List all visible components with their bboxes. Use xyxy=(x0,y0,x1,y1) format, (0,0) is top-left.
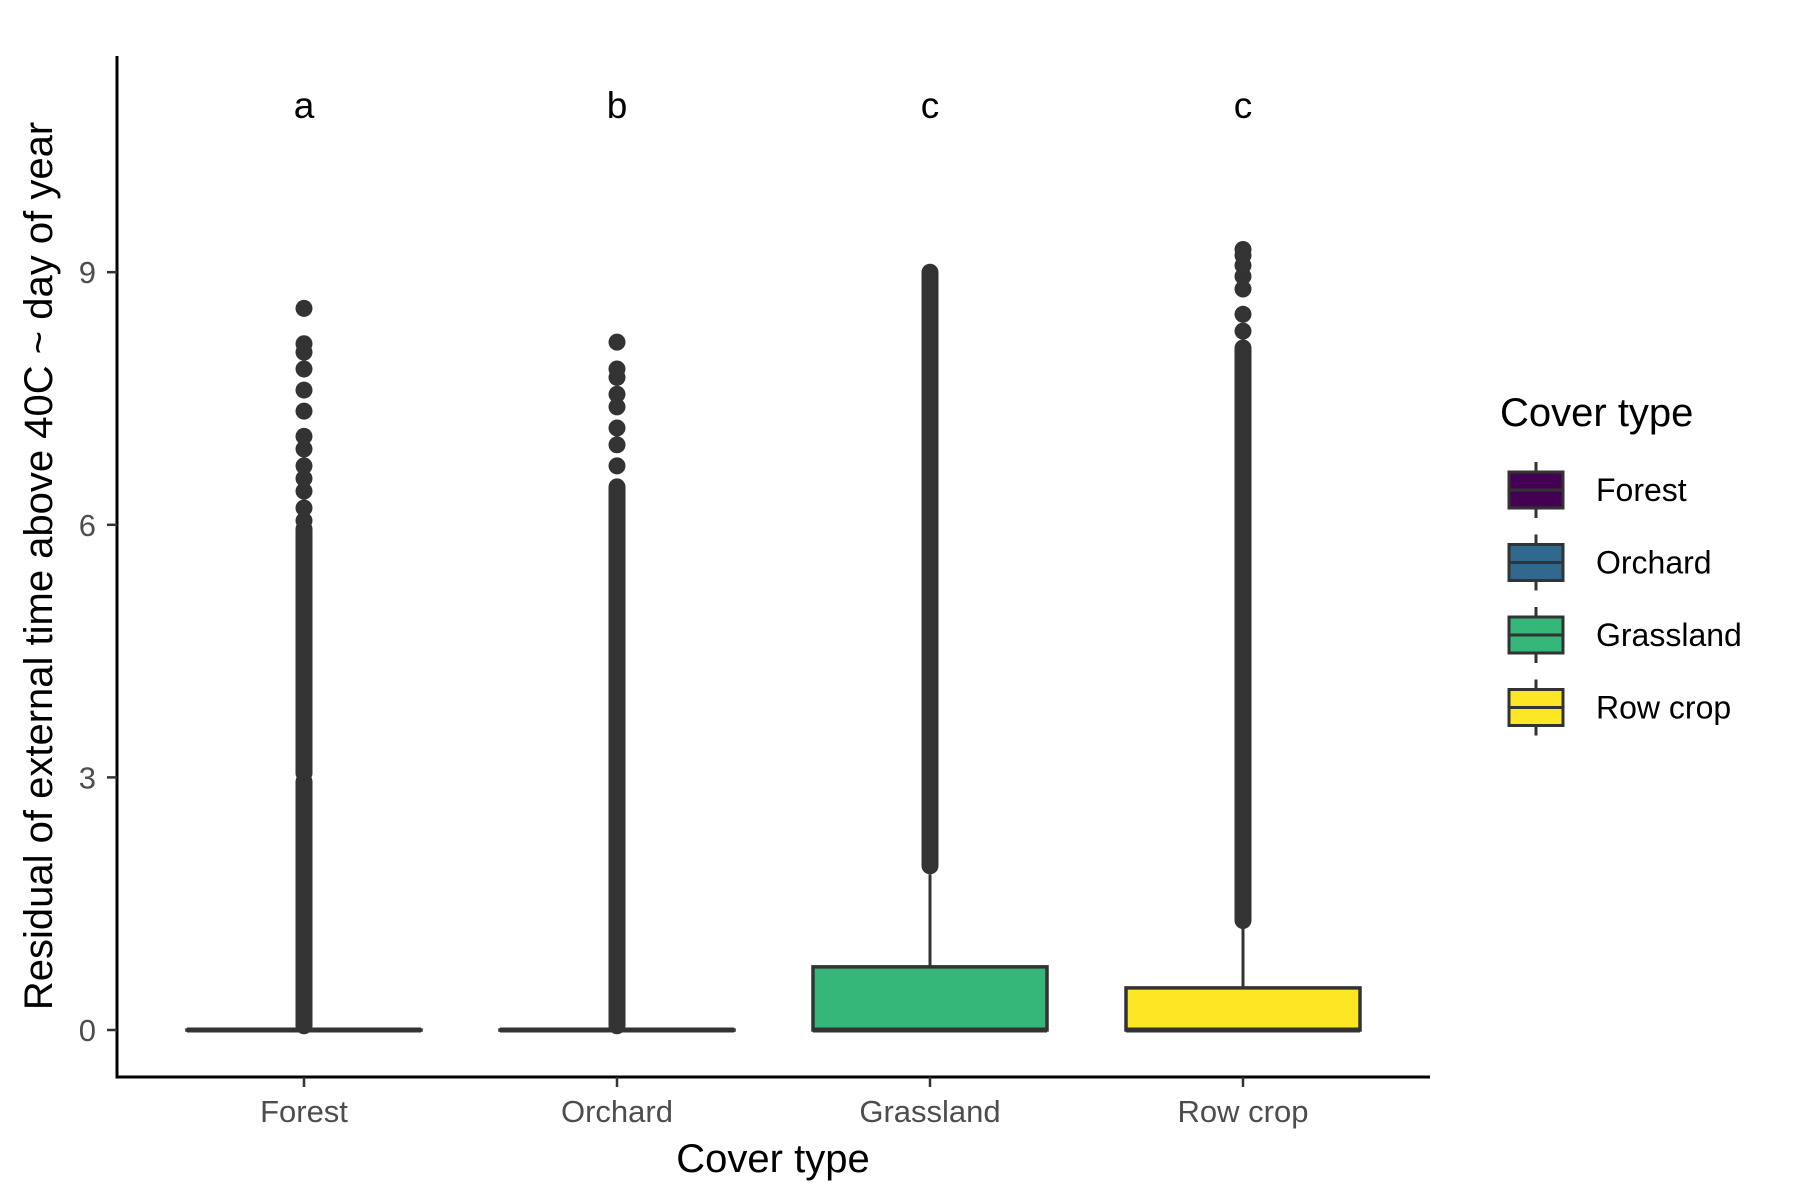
outlier-point xyxy=(295,482,313,500)
legend-item-label: Row crop xyxy=(1596,690,1731,726)
outlier-point xyxy=(295,457,313,475)
box-grassland xyxy=(811,263,1049,1033)
outlier-point xyxy=(295,499,313,517)
legend-item-label: Grassland xyxy=(1596,617,1742,653)
legend-item-label: Orchard xyxy=(1596,545,1712,581)
box-body xyxy=(811,965,1049,1032)
y-tick-label: 3 xyxy=(79,760,96,795)
outlier-point xyxy=(295,512,313,530)
outlier-point xyxy=(1234,322,1252,340)
significance-letter: a xyxy=(294,85,315,126)
significance-letter: c xyxy=(921,85,940,126)
outlier-point xyxy=(608,457,626,475)
x-tick-label: Orchard xyxy=(561,1094,673,1129)
outlier-point xyxy=(1234,280,1252,298)
outlier-point xyxy=(608,436,626,454)
outlier-point xyxy=(608,385,626,403)
y-axis-ticks: 0 3 6 9 xyxy=(79,255,117,1048)
significance-letter: b xyxy=(607,85,628,126)
box-body xyxy=(1124,986,1362,1032)
box-row-crop xyxy=(1124,240,1362,1033)
outlier-point xyxy=(295,402,313,420)
y-tick-label: 9 xyxy=(79,255,96,290)
legend-item: Grassland xyxy=(1507,607,1742,663)
x-tick-label: Grassland xyxy=(859,1094,1000,1129)
outlier-point xyxy=(295,360,313,378)
outlier-point xyxy=(295,299,313,317)
legend-items: Forest Orchard Grassland Row crop xyxy=(1507,462,1742,736)
outlier-point xyxy=(1234,240,1252,258)
x-tick-label: Forest xyxy=(260,1094,348,1129)
x-tick-label: Row crop xyxy=(1178,1094,1309,1129)
outlier-point xyxy=(608,419,626,437)
outlier-point xyxy=(295,335,313,353)
outlier-point xyxy=(295,427,313,445)
outlier-point xyxy=(295,469,313,487)
outlier-point xyxy=(295,381,313,399)
legend-title: Cover type xyxy=(1500,391,1693,435)
outlier-point xyxy=(608,398,626,416)
y-tick-label: 0 xyxy=(79,1013,96,1048)
x-axis-ticks: Forest Orchard Grassland Row crop xyxy=(260,1077,1308,1129)
significance-letter: c xyxy=(1234,85,1253,126)
plot-area xyxy=(185,240,1362,1035)
outlier-point xyxy=(608,333,626,351)
y-axis-title: Residual of external time above 40C ~ da… xyxy=(17,122,61,1010)
legend: Cover type Forest Orchard Grassland Row cro… xyxy=(1500,391,1742,736)
outlier-point xyxy=(1234,305,1252,323)
legend-item-label: Forest xyxy=(1596,472,1687,508)
outlier-point xyxy=(295,440,313,458)
legend-item: Row crop xyxy=(1507,679,1731,736)
box-forest xyxy=(185,299,423,1035)
x-axis-title: Cover type xyxy=(676,1137,869,1181)
box-orchard xyxy=(498,333,736,1035)
legend-item: Orchard xyxy=(1507,534,1712,591)
outlier-point xyxy=(608,360,626,378)
legend-item: Forest xyxy=(1507,462,1687,518)
y-tick-label: 6 xyxy=(79,508,96,543)
